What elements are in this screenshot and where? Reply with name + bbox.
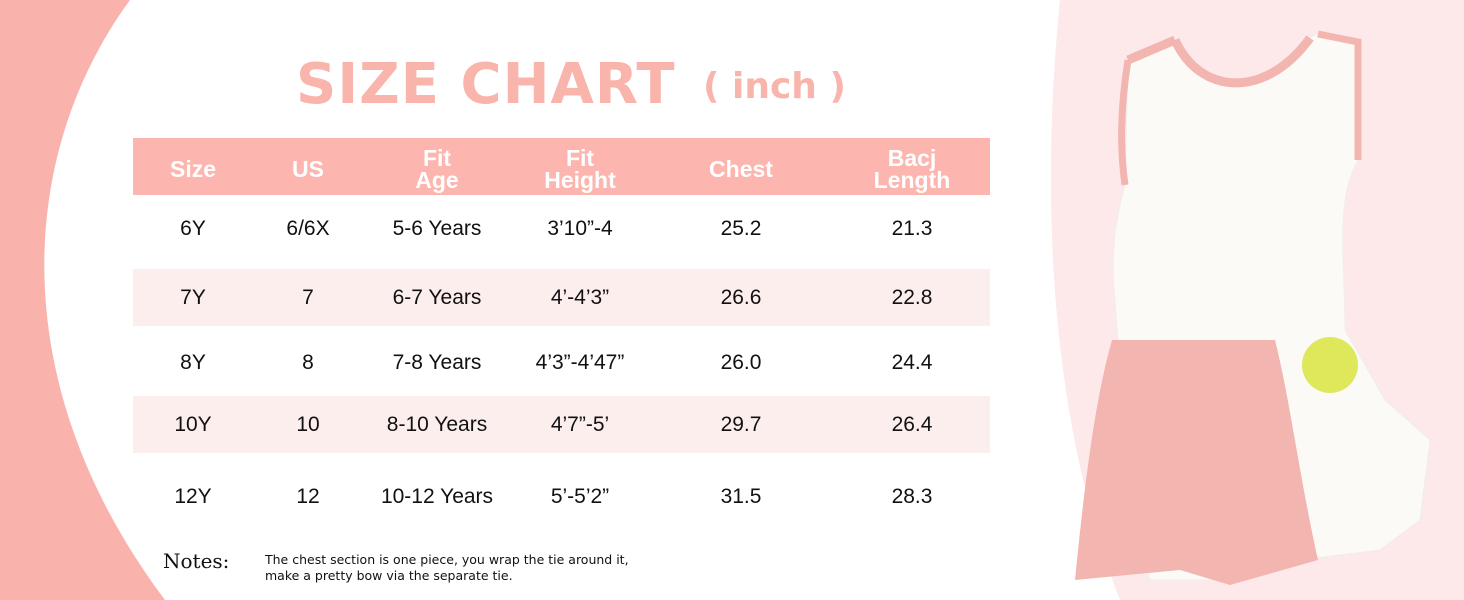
cell-chest: 26.6 [720, 286, 762, 309]
header-fit-age: Fit Age [415, 145, 459, 193]
cell-us: 7 [302, 286, 314, 309]
table-row: 12Y 12 10-12 Years 5’-5’2” 31.5 28.3 [133, 468, 990, 525]
cell-fit-age: 6-7 Years [392, 286, 482, 309]
cell-chest: 29.7 [720, 413, 762, 436]
cell-back-length: 26.4 [891, 413, 933, 436]
cell-chest: 25.2 [720, 217, 762, 240]
table-row: 10Y 10 8-10 Years 4’7”-5’ 29.7 26.4 [133, 396, 990, 453]
notes-text: The chest section is one piece, you wrap… [265, 552, 629, 583]
table-row: 8Y 8 7-8 Years 4’3”-4’47” 26.0 24.4 [133, 334, 990, 391]
cell-back-length: 28.3 [891, 485, 933, 508]
cell-fit-age: 10-12 Years [380, 485, 494, 508]
cell-us: 8 [302, 351, 314, 374]
table-row: 6Y 6/6X 5-6 Years 3’10”-4 25.2 21.3 [133, 200, 990, 257]
table-header: Size US Fit Age Fit Height Chest Bacj Lengt… [133, 138, 990, 195]
cell-fit-height: 5’-5’2” [550, 485, 610, 508]
cell-fit-age: 5-6 Years [392, 217, 482, 240]
cell-fit-height: 4’-4’3” [550, 286, 610, 309]
cell-chest: 26.0 [720, 351, 762, 374]
cell-size: 8Y [180, 351, 206, 374]
cell-back-length: 22.8 [891, 286, 933, 309]
notes-label: Notes: [163, 549, 230, 573]
header-size: Size [169, 156, 217, 182]
size-table: Size US Fit Age Fit Height Chest Bacj Lengt… [133, 138, 990, 508]
cell-us: 10 [296, 413, 320, 436]
size-chart-title: SIZE CHART [296, 52, 676, 117]
cell-back-length: 21.3 [891, 217, 933, 240]
header-chest: Chest [709, 156, 773, 182]
cell-fit-height: 4’3”-4’47” [535, 351, 625, 374]
cell-chest: 31.5 [720, 485, 762, 508]
cell-size: 10Y [174, 413, 212, 436]
cell-size: 6Y [180, 217, 206, 240]
table-row: 7Y 7 6-7 Years 4’-4’3” 26.6 22.8 [133, 269, 990, 326]
header-back-length: Bacj Length [873, 145, 951, 193]
cell-fit-age: 7-8 Years [392, 351, 482, 374]
cell-size: 12Y [174, 485, 212, 508]
cell-fit-height: 3’10”-4 [547, 217, 613, 240]
cell-size: 7Y [180, 286, 206, 309]
cell-us: 12 [296, 485, 320, 508]
cell-us: 6/6X [286, 217, 330, 240]
cell-fit-age: 8-10 Years [386, 413, 488, 436]
dress-image [1075, 30, 1431, 585]
cell-back-length: 24.4 [891, 351, 933, 374]
cell-fit-height: 4’7”-5’ [550, 413, 610, 436]
unit-label: ( inch ) [703, 66, 846, 107]
header-fit-height: Fit Height [544, 145, 616, 193]
header-us: US [292, 156, 324, 182]
